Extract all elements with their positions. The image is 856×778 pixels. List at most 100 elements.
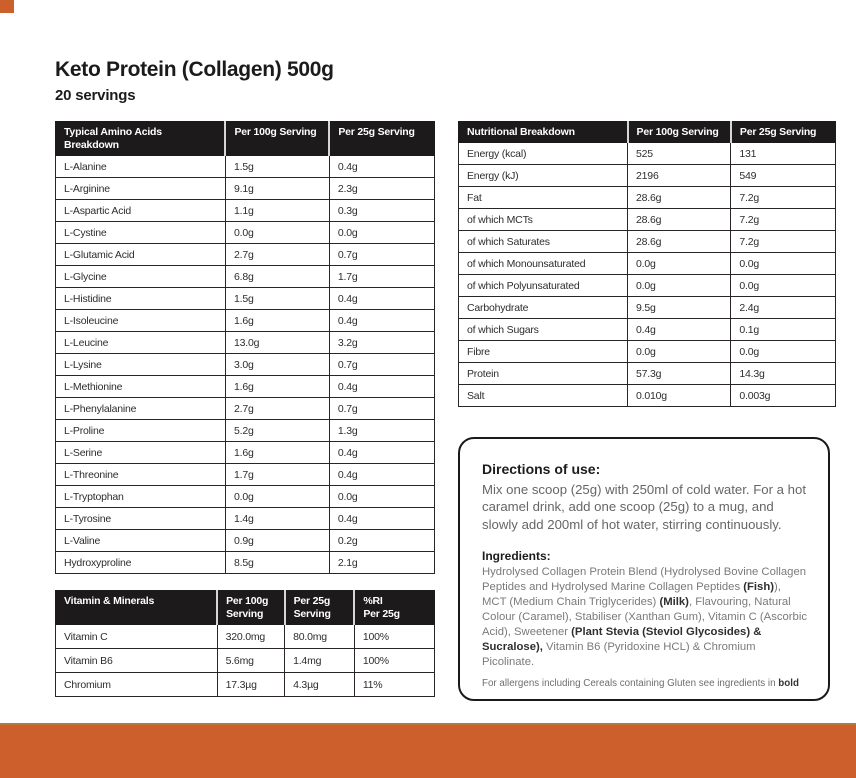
table-row: L-Isoleucine 1.6g 0.4g [55, 309, 436, 333]
directions-text: Mix one scoop (25g) with 250ml of cold w… [482, 482, 806, 532]
table-cell: 0.4g [328, 287, 436, 311]
table-cell: 0.0g [224, 485, 330, 509]
table-cell: 28.6g [627, 230, 732, 254]
table-cell: 0.7g [328, 397, 436, 421]
table-cell: 0.4g [328, 463, 436, 487]
table-row: L-Arginine 9.1g 2.3g [55, 177, 436, 201]
table-cell: 0.4g [328, 507, 436, 531]
table-cell: 1.5g [224, 155, 330, 179]
table-cell: Hydroxyproline [55, 551, 226, 575]
table-row: L-Valine 0.9g 0.2g [55, 529, 436, 553]
table-cell: 7.2g [730, 208, 836, 232]
table-cell: Vitamin B6 [55, 648, 218, 674]
table-cell: 11% [353, 672, 436, 698]
column-header: Typical Amino Acids Breakdown [55, 120, 226, 157]
table-cell: 1.5g [224, 287, 330, 311]
table-cell: 1.4mg [284, 648, 355, 674]
text-segment-bold: (Milk) [659, 596, 689, 609]
table-cell: L-Tryptophan [55, 485, 226, 509]
table-row: L-Serine 1.6g 0.4g [55, 441, 436, 465]
table-row: Fat 28.6g 7.2g [457, 186, 836, 210]
table-cell: 3.0g [224, 353, 330, 377]
column-header: Per 25g Serving [328, 120, 436, 157]
table-cell: 57.3g [627, 362, 732, 386]
vitamins-minerals-section: Vitamin & Minerals Per 100g Serving Per 25… [55, 589, 436, 698]
amino-acids-table: Typical Amino Acids Breakdown Per 100g Se… [55, 120, 436, 575]
table-row: L-Leucine 13.0g 3.2g [55, 331, 436, 355]
table-cell: of which MCTs [457, 208, 629, 232]
table-cell: Carbohydrate [457, 296, 629, 320]
table-row: Energy (kcal) 525 131 [457, 142, 836, 166]
table-cell: 100% [353, 648, 436, 674]
text-segment: ), MCT (Medium Chain Triglycerides) [482, 581, 781, 609]
directions-heading: Directions of use: [482, 461, 601, 477]
header-row: Nutritional Breakdown Per 100g Serving Per… [457, 120, 836, 144]
ingredients-heading: Ingredients: [482, 549, 551, 564]
table-cell: L-Arginine [55, 177, 226, 201]
table-cell: 0.2g [328, 529, 436, 553]
table-cell: L-Proline [55, 419, 226, 443]
table-cell: Vitamin C [55, 624, 218, 650]
table-cell: 0.0g [730, 340, 836, 364]
table-row: L-Threonine 1.7g 0.4g [55, 463, 436, 487]
table-row: L-Phenylalanine 2.7g 0.7g [55, 397, 436, 421]
table-cell: L-Glycine [55, 265, 226, 289]
table-cell: 9.5g [627, 296, 732, 320]
nutritional-breakdown-section: Nutritional Breakdown Per 100g Serving Per… [457, 120, 836, 408]
text-segment: Hydrolysed Collagen Protein Blend (Hydro… [482, 566, 807, 594]
table-cell: 0.0g [328, 221, 436, 245]
table-cell: 0.7g [328, 243, 436, 267]
table-cell: 5.2g [224, 419, 330, 443]
table-cell: L-Cystine [55, 221, 226, 245]
table-row: L-Tryptophan 0.0g 0.0g [55, 485, 436, 509]
table-cell: 1.7g [328, 265, 436, 289]
table-cell: of which Monounsaturated [457, 252, 629, 276]
table-cell: L-Threonine [55, 463, 226, 487]
table-row: L-Glutamic Acid 2.7g 0.7g [55, 243, 436, 267]
table-cell: L-Phenylalanine [55, 397, 226, 421]
column-header: %RI Per 25g [353, 589, 436, 626]
table-cell: 320.0mg [216, 624, 286, 650]
table-cell: 2.7g [224, 397, 330, 421]
table-cell: 1.4g [224, 507, 330, 531]
table-cell: 0.4g [328, 309, 436, 333]
table-cell: L-Aspartic Acid [55, 199, 226, 223]
text-segment: For allergens including Cereals containi… [482, 677, 779, 689]
table-cell: 1.6g [224, 441, 330, 465]
table-cell: 0.0g [627, 252, 732, 276]
table-cell: 0.0g [730, 252, 836, 276]
table-row: L-Alanine 1.5g 0.4g [55, 155, 436, 179]
column-header: Nutritional Breakdown [457, 120, 629, 144]
column-header: Per 25g Serving [729, 120, 836, 144]
table-row: of which Monounsaturated 0.0g 0.0g [457, 252, 836, 276]
column-header: Per 100g Serving [224, 120, 330, 157]
servings-subtitle: 20 servings [55, 87, 136, 105]
table-cell: 0.7g [328, 353, 436, 377]
amino-acids-section: Typical Amino Acids Breakdown Per 100g Se… [55, 120, 436, 575]
bottom-orange-bar [0, 723, 856, 778]
column-header: Per 25g Serving [283, 589, 355, 626]
page-title: Keto Protein (Collagen) 500g [55, 58, 334, 81]
table-cell: 549 [730, 164, 836, 188]
table-row: L-Cystine 0.0g 0.0g [55, 221, 436, 245]
text-segment: , Flavouring, Natural Colour (Caramel), … [482, 596, 807, 638]
text-segment-bold: (Fish) [743, 581, 774, 594]
directions-ingredients-box: Directions of use: Mix one scoop (25g) w… [458, 437, 830, 701]
table-cell: 7.2g [730, 230, 836, 254]
table-cell: Protein [457, 362, 629, 386]
table-cell: 0.0g [627, 274, 732, 298]
table-cell: 0.0g [730, 274, 836, 298]
table-cell: 1.7g [224, 463, 330, 487]
ingredients-text: Hydrolysed Collagen Protein Blend (Hydro… [482, 565, 808, 669]
table-row: L-Methionine 1.6g 0.4g [55, 375, 436, 399]
table-cell: 7.2g [730, 186, 836, 210]
column-header: Per 100g Serving [626, 120, 732, 144]
table-cell: 0.4g [328, 375, 436, 399]
table-cell: L-Lysine [55, 353, 226, 377]
table-row: L-Proline 5.2g 1.3g [55, 419, 436, 443]
table-cell: 6.8g [224, 265, 330, 289]
table-cell: 1.6g [224, 309, 330, 333]
table-row: of which Saturates 28.6g 7.2g [457, 230, 836, 254]
table-cell: 0.0g [627, 340, 732, 364]
